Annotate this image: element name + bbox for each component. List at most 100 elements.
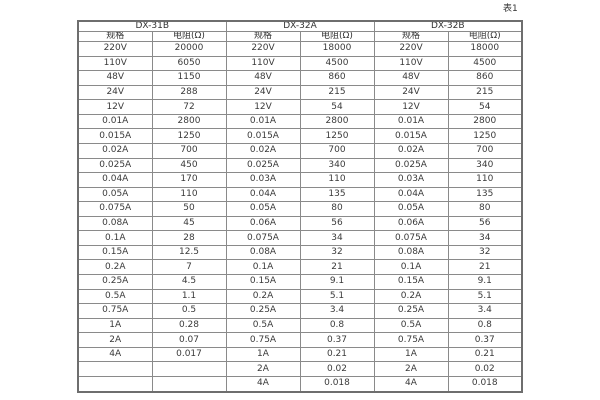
spec-column-header: 规格 <box>77 31 153 42</box>
spec-cell: 0.075A <box>77 201 153 217</box>
spec-cell: 4A <box>373 375 449 393</box>
resistance-cell: 4.5 <box>151 274 227 290</box>
table-row: 0.1A 28 0.075A 34 0.075A 34 <box>77 230 523 246</box>
spec-cell: 0.1A <box>373 259 449 275</box>
table-row: 0.075A 50 0.05A 80 0.05A 80 <box>77 201 523 217</box>
spec-cell: 24V <box>77 84 153 101</box>
spec-cell: 0.1A <box>77 230 153 246</box>
spec-cell: 0.5A <box>373 317 449 334</box>
resistance-cell: 3.4 <box>299 303 375 319</box>
resistance-cell: 72 <box>151 99 227 115</box>
spec-cell: 0.08A <box>225 244 301 261</box>
spec-cell: 12V <box>77 99 153 115</box>
resistance-cell: 860 <box>447 70 523 86</box>
subheader-row: 规格 电阻(Ω) 规格 电阻(Ω) 规格 电阻(Ω) <box>77 31 523 42</box>
table-row: 0.75A 0.5 0.25A 3.4 0.25A 3.4 <box>77 303 523 319</box>
resistance-cell: 32 <box>447 244 523 261</box>
resistance-cell: 4500 <box>299 55 375 72</box>
resistance-cell: 700 <box>447 142 523 159</box>
resistance-cell: 18000 <box>447 41 523 57</box>
resistance-cell: 2800 <box>299 113 375 130</box>
resistance-cell: 215 <box>447 84 523 101</box>
spec-cell: 48V <box>225 70 301 86</box>
resistance-cell: 110 <box>447 172 523 188</box>
table-row: 1A 0.28 0.5A 0.8 0.5A 0.8 <box>77 317 523 334</box>
resistance-cell: 20000 <box>151 41 227 57</box>
resistance-cell: 5.1 <box>299 288 375 305</box>
spec-cell: 2A <box>77 332 153 348</box>
resistance-cell: 340 <box>299 157 375 174</box>
spec-cell: 2A <box>225 361 301 377</box>
table-body: 220V 20000 220V 18000 220V 18000 110V 6050 110V 4… <box>77 41 523 393</box>
resistance-cell: 0.28 <box>151 317 227 334</box>
resistance-cell: 450 <box>151 157 227 174</box>
group-header-dx31b: DX-31B <box>77 20 227 32</box>
resistance-cell: 54 <box>447 99 523 115</box>
spec-cell: 4A <box>225 375 301 393</box>
resistance-cell: 1250 <box>299 128 375 144</box>
table-row: 220V 20000 220V 18000 220V 18000 <box>77 41 523 57</box>
resistance-cell: 0.8 <box>447 317 523 334</box>
table-caption: 表1 <box>503 4 518 14</box>
spec-cell: 0.05A <box>225 201 301 217</box>
spec-cell: 0.02A <box>373 142 449 159</box>
resistance-cell: 110 <box>299 172 375 188</box>
spec-cell: 24V <box>225 84 301 101</box>
spec-cell <box>77 361 153 377</box>
spec-cell: 0.06A <box>373 215 449 232</box>
resistance-cell <box>151 361 227 377</box>
table-row: 48V 1150 48V 860 48V 860 <box>77 70 523 86</box>
resistance-cell: 860 <box>299 70 375 86</box>
spec-cell: 0.075A <box>373 230 449 246</box>
table-row: 2A 0.07 0.75A 0.37 0.75A 0.37 <box>77 332 523 348</box>
resistance-cell: 135 <box>447 186 523 203</box>
spec-cell: 0.01A <box>225 113 301 130</box>
table-row: 4A 0.017 1A 0.21 1A 0.21 <box>77 346 523 363</box>
resistance-cell: 56 <box>299 215 375 232</box>
spec-cell: 0.2A <box>77 259 153 275</box>
table-row: 0.05A 110 0.04A 135 0.04A 135 <box>77 186 523 203</box>
resistance-cell: 2800 <box>447 113 523 130</box>
resistance-cell: 110 <box>151 186 227 203</box>
resistance-cell: 4500 <box>447 55 523 72</box>
spec-cell: 0.01A <box>373 113 449 130</box>
table-row: 0.15A 12.5 0.08A 32 0.08A 32 <box>77 244 523 261</box>
resistance-cell: 3.4 <box>447 303 523 319</box>
table-row: 0.02A 700 0.02A 700 0.02A 700 <box>77 142 523 159</box>
spec-cell: 1A <box>77 317 153 334</box>
resistance-cell: 54 <box>299 99 375 115</box>
table-row: 0.04A 170 0.03A 110 0.03A 110 <box>77 172 523 188</box>
resistance-cell: 56 <box>447 215 523 232</box>
resistance-cell: 340 <box>447 157 523 174</box>
resistance-cell: 18000 <box>299 41 375 57</box>
spec-cell: 0.75A <box>225 332 301 348</box>
table-row: 0.25A 4.5 0.15A 9.1 0.15A 9.1 <box>77 274 523 290</box>
spec-cell: 220V <box>77 41 153 57</box>
group-header-dx32a: DX-32A <box>225 20 375 32</box>
spec-cell: 0.25A <box>77 274 153 290</box>
spec-cell: 0.075A <box>225 230 301 246</box>
spec-column-header: 规格 <box>225 31 301 42</box>
spec-cell: 0.25A <box>373 303 449 319</box>
resistance-cell: 50 <box>151 201 227 217</box>
resistance-cell: 80 <box>299 201 375 217</box>
spec-cell: 0.25A <box>225 303 301 319</box>
spec-cell: 48V <box>373 70 449 86</box>
resistance-cell: 0.5 <box>151 303 227 319</box>
spec-cell: 24V <box>373 84 449 101</box>
resistance-cell: 0.07 <box>151 332 227 348</box>
spec-cell: 0.02A <box>225 142 301 159</box>
resistance-cell: 1150 <box>151 70 227 86</box>
resistance-cell: 9.1 <box>447 274 523 290</box>
spec-cell: 1A <box>373 346 449 363</box>
spec-cell: 0.08A <box>373 244 449 261</box>
resistance-cell: 0.018 <box>447 375 523 393</box>
table-row: 0.01A 2800 0.01A 2800 0.01A 2800 <box>77 113 523 130</box>
table-row: 0.015A 1250 0.015A 1250 0.015A 1250 <box>77 128 523 144</box>
resistance-cell: 700 <box>151 142 227 159</box>
resistance-cell: 0.017 <box>151 346 227 363</box>
spec-cell: 0.05A <box>77 186 153 203</box>
spec-cell: 0.03A <box>225 172 301 188</box>
resistance-cell: 0.02 <box>299 361 375 377</box>
spec-cell: 0.015A <box>373 128 449 144</box>
